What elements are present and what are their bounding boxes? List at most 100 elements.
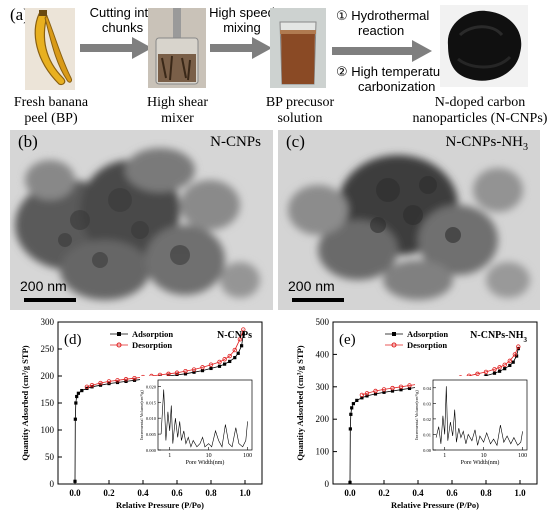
inset-y-tick-label: 0.020 <box>146 384 157 389</box>
data-point-desorption <box>106 379 112 384</box>
data-point-desorption <box>497 365 502 370</box>
arrow-3-line-2: reaction <box>358 23 405 38</box>
y-axis-label: Quantity Adsorbed (cm³/g STP) <box>295 345 305 460</box>
data-point-desorption <box>98 380 103 386</box>
step-2-caption-line-2: mixer <box>161 111 194 126</box>
step-4-caption-line-2: nanoparticles (N-CNPs) <box>412 111 548 126</box>
data-point-adsorption <box>80 388 84 393</box>
y-tick-label: 500 <box>316 317 330 327</box>
panel-c-label: (c) <box>286 132 305 151</box>
y-tick-label: 150 <box>41 398 55 408</box>
data-point-desorption <box>407 383 412 388</box>
data-point-desorption <box>222 357 227 362</box>
step-1-caption-line-1: Fresh banana <box>13 95 89 110</box>
chart-title: N-CNPs <box>217 330 252 341</box>
inset-x-tick-label: 1 <box>168 453 171 459</box>
inset-x-axis-label: Pore Width(nm) <box>461 459 500 466</box>
step-4-caption-line-1: N-doped carbon <box>434 95 526 110</box>
x-tick-label: 0.2 <box>378 488 390 498</box>
inset-y-tick-label: 0.04 <box>423 386 432 391</box>
data-point-adsorption <box>241 332 245 336</box>
arrow-2-label-line-1: High speed <box>209 5 275 20</box>
data-point-desorption <box>398 384 404 389</box>
y-tick-label: 100 <box>41 425 55 435</box>
series-line-desorption <box>86 329 244 388</box>
inset-frame <box>157 379 253 451</box>
data-point-adsorption <box>200 369 205 373</box>
panel-c-title-main: N-CNPs-NH <box>445 134 523 150</box>
chart-e-isotherm: (e) 0 100 200 300 400 500 0.0 0.2 0.4 0.6 0.8 1.0 Rel… <box>295 317 538 510</box>
data-point-adsorption <box>236 351 240 355</box>
step-3-caption-line-1: BP precusor <box>265 95 335 110</box>
arrow-2-label: High speed mixing <box>202 5 282 35</box>
step-3-caption: BP precusor solution <box>250 95 350 127</box>
data-point-adsorption <box>515 354 519 358</box>
data-point-adsorption <box>484 374 488 378</box>
inset-y-tick-label: 0.02 <box>423 417 431 422</box>
x-tick-label: 0.6 <box>171 488 183 498</box>
y-tick-label: 200 <box>41 371 55 381</box>
arrow-1-label-line-2: chunks <box>101 20 144 35</box>
data-point-desorption <box>123 377 129 382</box>
arrow-3-line-3: ② High temperature <box>336 64 452 79</box>
y-tick-label: 0 <box>50 479 55 489</box>
inset-x-tick-label: 100 <box>518 453 527 459</box>
tem-image-n-cnps: (b) N-CNPs 200 nm <box>10 130 273 310</box>
chart-title: N-CNPs-NH3 <box>470 330 527 344</box>
panel-label: (d) <box>64 332 82 348</box>
data-point-adsorption <box>73 479 77 483</box>
data-point-desorption <box>359 392 365 398</box>
data-point-desorption <box>502 362 507 367</box>
inset-x-axis-label: Pore Width(nm) <box>186 459 225 466</box>
inset-x-tick-label: 10 <box>206 453 212 459</box>
y-tick-label: 200 <box>316 414 330 424</box>
step-2-caption-line-1: High shear <box>146 95 209 110</box>
inset-y-tick-label: 0.015 <box>146 400 157 405</box>
data-point-desorption <box>390 385 395 391</box>
x-axis-label: Relative Pressure (P/Po) <box>116 500 204 510</box>
panel-c-title-sub: 3 <box>523 142 528 153</box>
arrow-2-icon <box>210 37 272 59</box>
arrow-1-icon <box>80 37 152 59</box>
data-point-adsorption <box>209 366 213 371</box>
panel-a-label: (a) <box>10 5 29 24</box>
inset-y-axis-label: Incremental Volume(cm³/g) <box>414 390 419 440</box>
data-point-desorption <box>200 365 205 370</box>
banana-peel-image <box>25 8 75 90</box>
arrow-1-label: Cutting into chunks <box>80 5 165 35</box>
panel-label: (e) <box>339 332 356 348</box>
legend-marker-desorption <box>391 342 397 348</box>
data-point-adsorption <box>228 359 232 364</box>
data-point-desorption <box>191 367 197 372</box>
chart-d-isotherm: (d) 0 50 100 150 200 250 300 0.0 0.2 0.4 0.6 0.8 1.0 R… <box>20 317 263 510</box>
data-point-adsorption <box>407 386 412 391</box>
data-point-adsorption <box>373 392 378 396</box>
inset-y-tick-label: 0.000 <box>146 448 157 453</box>
data-point-adsorption <box>192 370 196 374</box>
arrow-1-label-line-1: Cutting into <box>89 5 156 20</box>
legend-marker-adsorption <box>392 332 396 336</box>
data-point-adsorption <box>76 391 80 395</box>
inset-y-tick-label: 0.010 <box>146 416 157 421</box>
panel-b-label: (b) <box>18 132 38 151</box>
scale-bar-c <box>292 298 344 302</box>
inset-series-line <box>160 389 248 448</box>
data-point-desorption <box>381 387 387 392</box>
x-tick-label: 1.0 <box>514 488 526 498</box>
data-point-adsorption <box>348 480 352 484</box>
data-point-adsorption <box>355 398 359 403</box>
data-point-desorption <box>208 362 214 367</box>
data-point-adsorption <box>233 356 237 360</box>
data-point-desorption <box>132 375 137 381</box>
data-point-adsorption <box>223 362 227 366</box>
inset-y-tick-label: 0.01 <box>423 432 431 437</box>
legend-marker-desorption <box>116 342 122 348</box>
legend-label-desorption: Desorption <box>132 340 172 350</box>
x-axis-label: Relative Pressure (P/Po) <box>391 500 479 510</box>
data-point-desorption <box>483 369 489 375</box>
plot-frame <box>332 321 538 485</box>
data-point-desorption <box>227 353 232 359</box>
scale-bar-b <box>24 298 76 302</box>
data-point-desorption <box>174 370 180 375</box>
data-point-adsorption <box>390 389 395 393</box>
